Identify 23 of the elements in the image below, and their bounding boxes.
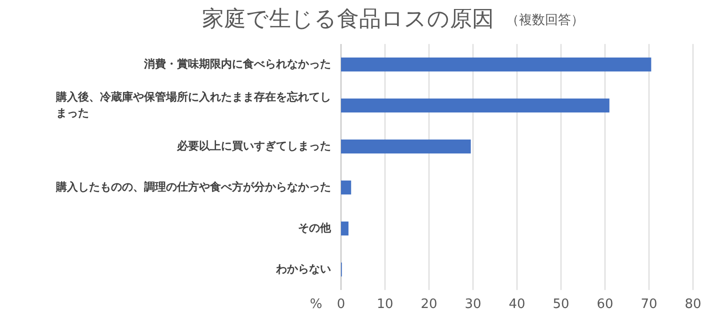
- x-tick-label: 20: [420, 297, 438, 312]
- y-tick-label: 購入後、冷蔵庫や保管場所に入れたまま存在を忘れてしまった: [55, 90, 331, 120]
- y-tick-label: 購入したものの、調理の仕方や食べ方が分からなかった: [55, 180, 331, 194]
- y-tick-label: 必要以上に買いすぎてしまった: [176, 140, 331, 153]
- x-axis-title: %: [310, 297, 322, 312]
- x-tick-label: 40: [508, 297, 526, 312]
- x-tick-label: 0: [336, 297, 346, 312]
- x-tick-label: 30: [464, 297, 482, 312]
- bar: [341, 222, 348, 236]
- bar: [341, 180, 352, 194]
- bar: [341, 140, 471, 154]
- bar: [341, 58, 652, 72]
- x-tick-label: 10: [376, 297, 394, 312]
- x-tick-label: 50: [552, 297, 570, 312]
- x-tick-label: 70: [640, 297, 658, 312]
- bar: [341, 98, 610, 112]
- chart-title: 家庭で生じる食品ロスの原因: [202, 7, 494, 32]
- y-tick-label: その他: [298, 222, 332, 235]
- y-tick-label: 消費・賞味期限内に食べられなかった: [143, 58, 331, 71]
- chart-subtitle: （複数回答）: [506, 13, 584, 28]
- x-tick-label: 60: [596, 297, 614, 312]
- x-tick-label: 80: [684, 297, 702, 312]
- y-tick-label: わからない: [275, 262, 331, 276]
